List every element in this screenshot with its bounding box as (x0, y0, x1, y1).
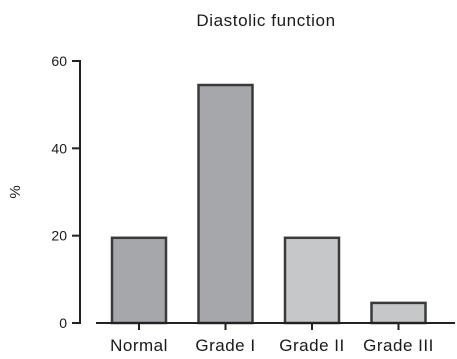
y-tick-label: 20 (51, 228, 67, 244)
bar-normal (110, 236, 168, 325)
axes-layer (79, 60, 455, 324)
bar-grade-iii (370, 301, 427, 325)
x-tick-label: Grade III (363, 336, 434, 355)
bars-layer (110, 83, 427, 325)
ticks-layer (72, 60, 400, 330)
labels-layer: Normal Grade I Grade II Grade III 0 20 40 60 (51, 53, 433, 355)
y-tick-label: 60 (51, 53, 67, 69)
y-tick-label: 0 (59, 315, 67, 331)
x-tick-label: Grade I (195, 336, 255, 355)
y-tick-label: 40 (51, 140, 67, 156)
x-tick-label: Grade II (279, 336, 344, 355)
y-axis-label: % (7, 185, 24, 198)
x-tick-label: Normal (110, 336, 168, 355)
bar-grade-i (197, 83, 254, 325)
chart-title: Diastolic function (196, 11, 335, 30)
bar-grade-ii (283, 236, 341, 325)
